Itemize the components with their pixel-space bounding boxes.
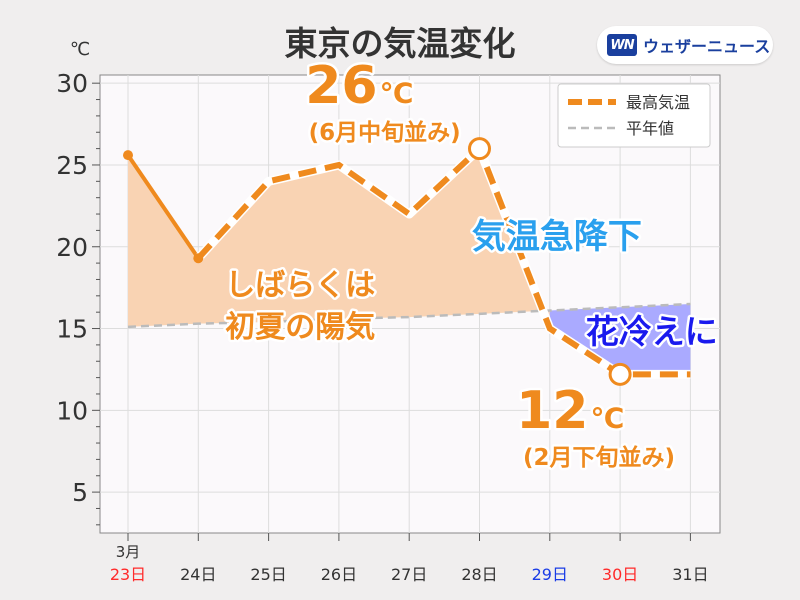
x-tick-label: 31日 bbox=[672, 565, 708, 584]
legend-label-max: 最高気温 bbox=[626, 93, 690, 112]
data-point bbox=[123, 150, 133, 161]
highlight-point bbox=[468, 137, 491, 161]
cold-area-fill bbox=[549, 304, 691, 375]
x-tick-label: 23日 bbox=[110, 565, 146, 584]
warm-caption-line1: しばらくは bbox=[225, 268, 375, 303]
y-tick-label: 25 bbox=[56, 151, 88, 180]
month-label: 3月 bbox=[116, 543, 141, 561]
max-temperature-line-observed bbox=[126, 154, 200, 260]
low-temp-value: 12 bbox=[516, 381, 588, 441]
y-tick-label: 20 bbox=[56, 233, 88, 262]
brand-name: ウェザーニュース bbox=[643, 37, 771, 56]
legend-label-normal: 平年値 bbox=[626, 119, 674, 138]
high-temp-value: 26 bbox=[305, 56, 377, 116]
warm-caption-line2: 初夏の陽気 bbox=[225, 310, 375, 345]
x-tick-label: 27日 bbox=[391, 565, 427, 584]
y-axis-unit: ℃ bbox=[70, 39, 90, 60]
weathernews-logo: WN ウェザーニュース bbox=[597, 26, 773, 64]
y-tick-label: 15 bbox=[56, 315, 88, 344]
x-tick-label: 30日 bbox=[602, 565, 638, 584]
x-tick-label: 29日 bbox=[532, 565, 568, 584]
normal-temperature-line bbox=[127, 302, 691, 329]
x-tick-label: 28日 bbox=[461, 565, 497, 584]
weathernews-mark-icon: WN bbox=[607, 34, 637, 56]
high-temp-note: (6月中旬並み) bbox=[309, 119, 461, 146]
warm-area-fill bbox=[128, 148, 550, 329]
highlight-point bbox=[608, 362, 632, 386]
max-temperature-line-forecast bbox=[196, 143, 691, 378]
low-temp-unit: ℃ bbox=[590, 402, 624, 435]
x-tick-label: 26日 bbox=[321, 565, 357, 584]
x-tick-label: 24日 bbox=[180, 565, 216, 584]
y-tick-label: 30 bbox=[56, 69, 88, 98]
chart-title: 東京の気温変化 bbox=[285, 24, 516, 63]
chilly-caption: 花冷えに bbox=[586, 312, 718, 351]
x-tick-label: 25日 bbox=[250, 565, 286, 584]
y-tick-label: 10 bbox=[56, 396, 88, 425]
temperature-drop-caption: 気温急降下 bbox=[472, 217, 642, 257]
data-point bbox=[193, 253, 204, 264]
y-tick-label: 5 bbox=[72, 478, 88, 507]
high-temp-unit: ℃ bbox=[380, 77, 414, 110]
low-temp-note: (2月下旬並み) bbox=[523, 444, 675, 471]
